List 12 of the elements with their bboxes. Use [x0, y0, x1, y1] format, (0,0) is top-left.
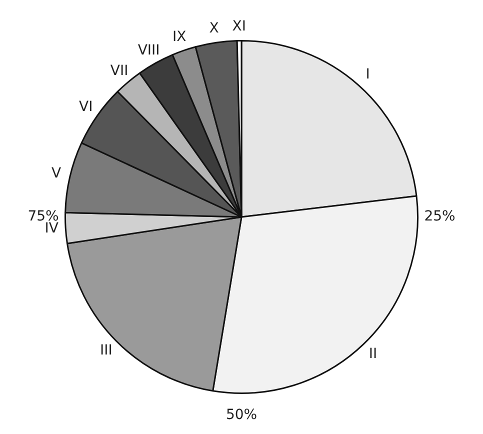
text: 25%: [424, 208, 456, 225]
slice-label: VI: [78, 99, 93, 116]
text: 50%: [226, 406, 258, 423]
slice-label: XI: [232, 18, 246, 34]
slice-label: X: [209, 20, 220, 36]
slice-label: I: [366, 66, 370, 82]
slice-label: V: [51, 165, 62, 182]
slice-label: VII: [110, 62, 128, 79]
slice-label: II: [368, 346, 378, 362]
slice-label: III: [100, 342, 112, 358]
slice-label: VIII: [138, 42, 160, 58]
slice-label: IX: [172, 28, 187, 45]
